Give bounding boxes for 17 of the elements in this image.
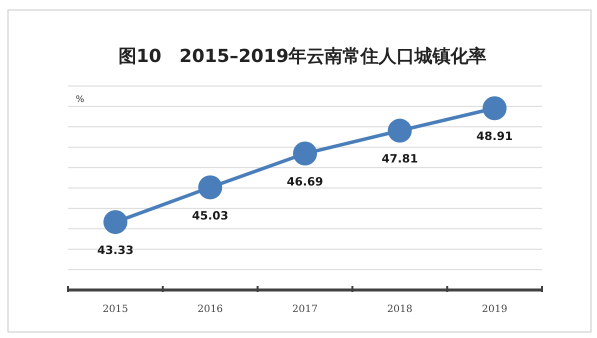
x-tick-label: 2019 bbox=[482, 304, 508, 315]
x-tick-label: 2017 bbox=[292, 304, 318, 315]
data-label: 45.03 bbox=[192, 208, 228, 222]
data-label: 48.91 bbox=[476, 129, 513, 144]
x-tick-label: 2015 bbox=[102, 304, 128, 315]
data-label: 46.69 bbox=[286, 174, 324, 189]
data-label: 43.33 bbox=[97, 243, 134, 258]
data-label: 47.81 bbox=[382, 152, 418, 166]
x-tick-label: 2018 bbox=[387, 304, 413, 315]
point bbox=[103, 210, 128, 234]
point bbox=[293, 142, 317, 166]
chart-title: 图10 2015–2019年云南常住人口城镇化率 bbox=[118, 46, 487, 67]
point bbox=[198, 175, 222, 200]
y-axis-title: % bbox=[76, 95, 85, 105]
point bbox=[482, 96, 507, 120]
point bbox=[388, 118, 412, 143]
x-tick-label: 2016 bbox=[197, 304, 223, 315]
